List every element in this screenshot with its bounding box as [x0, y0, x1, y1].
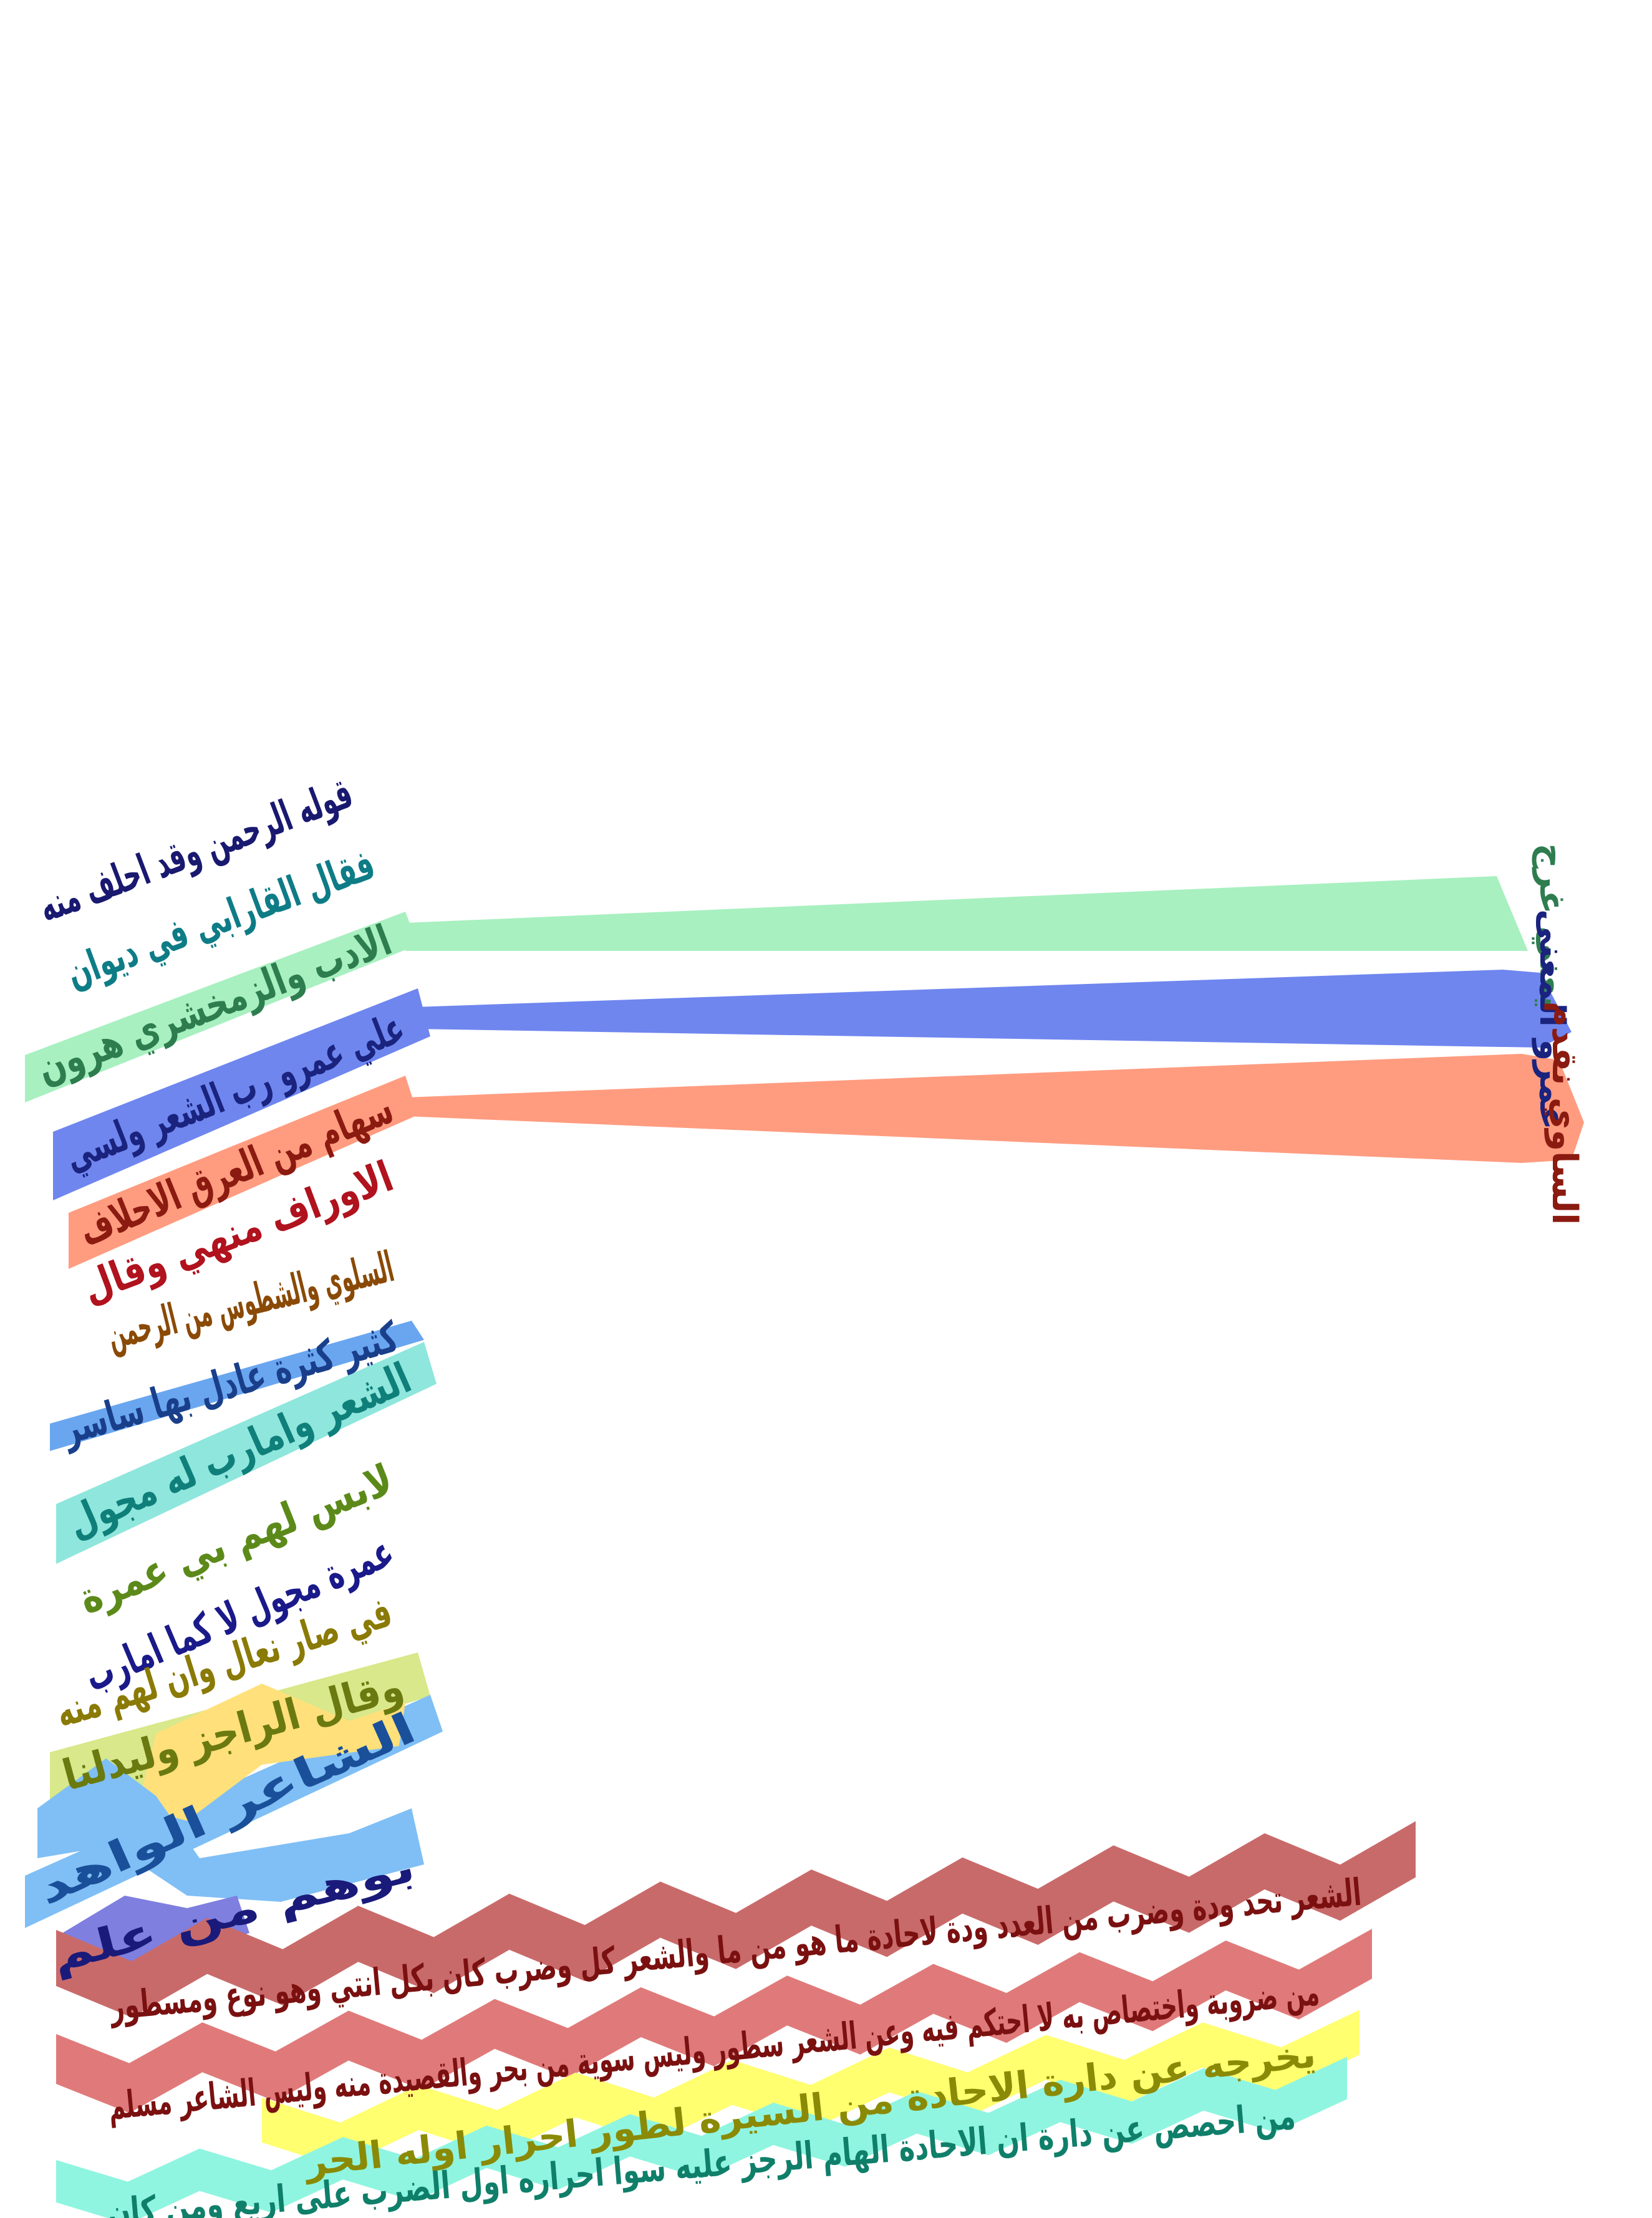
line-highlight [69, 1076, 418, 1269]
margin-connector [405, 1054, 1584, 1163]
margin-connector [415, 970, 1572, 1048]
line-highlight [37, 1758, 424, 1902]
line-highlight [50, 1321, 424, 1451]
line-highlight [137, 1684, 405, 1821]
margin-connector [405, 876, 1528, 951]
line-highlight [56, 1821, 1416, 2018]
line-highlight [56, 1929, 1372, 2113]
margin-note: عمرو المعنى [1532, 909, 1572, 1130]
line-highlight [262, 2010, 1360, 2167]
highlight-bands [25, 912, 1416, 2218]
line-highlight [56, 2056, 1347, 2218]
line-highlight [53, 988, 430, 1200]
margin-note: الساوي نقدم [1544, 1001, 1585, 1225]
line-highlight [25, 912, 418, 1102]
line-highlight [56, 1342, 437, 1564]
margin-connectors [405, 876, 1584, 1163]
margin-note: يعني غرج [1532, 843, 1572, 1008]
